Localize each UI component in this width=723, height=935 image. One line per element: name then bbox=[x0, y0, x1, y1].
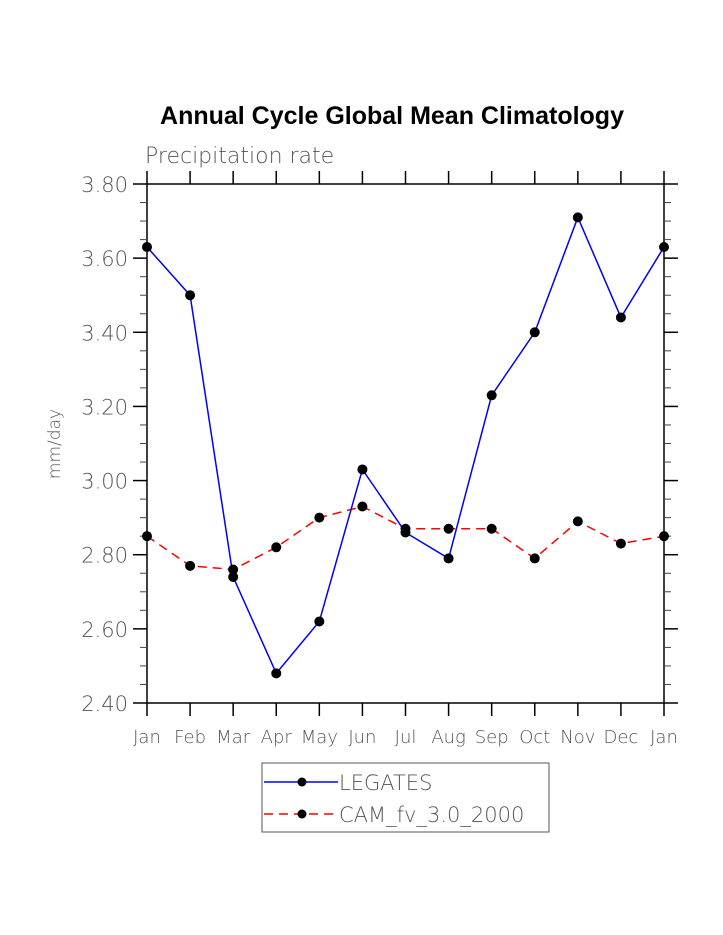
x-tick-label: Jan bbox=[650, 727, 678, 748]
legend-marker-legates bbox=[297, 777, 307, 787]
data-point-legates bbox=[185, 290, 196, 301]
data-point-cam-fv-3-0-2000 bbox=[659, 531, 669, 542]
data-point-cam-fv-3-0-2000 bbox=[572, 516, 583, 527]
legend-label-cam: CAM_fv_3.0_2000 bbox=[339, 803, 524, 827]
data-point-legates bbox=[357, 464, 368, 475]
x-tick-label: Feb bbox=[174, 727, 206, 748]
y-axis-label: mm/day bbox=[45, 409, 65, 479]
data-point-legates bbox=[400, 527, 411, 538]
legend-label-legates: LEGATES bbox=[339, 771, 432, 795]
data-point-legates bbox=[529, 327, 540, 338]
y-tick-label: 3.00 bbox=[81, 470, 128, 494]
legend-marker-cam bbox=[297, 809, 307, 819]
data-point-cam-fv-3-0-2000 bbox=[443, 523, 454, 534]
legend: LEGATES CAM_fv_3.0_2000 bbox=[261, 762, 550, 833]
x-tick-label: Nov bbox=[560, 727, 595, 748]
data-point-cam-fv-3-0-2000 bbox=[271, 542, 282, 553]
data-point-cam-fv-3-0-2000 bbox=[228, 564, 239, 575]
series-group bbox=[142, 212, 669, 679]
chart-title: Annual Cycle Global Mean Climatology bbox=[160, 102, 624, 130]
x-tick-label: Sep bbox=[475, 727, 509, 748]
plot-frame bbox=[146, 183, 665, 704]
data-point-cam-fv-3-0-2000 bbox=[314, 512, 325, 523]
x-tick-label: May bbox=[301, 727, 338, 748]
data-point-legates bbox=[615, 312, 626, 323]
data-point-cam-fv-3-0-2000 bbox=[357, 501, 368, 512]
x-tick-labels: Jan Feb Mar Apr May Jun Jul Aug Sep Oct Nov Dec Jan bbox=[133, 727, 678, 748]
legend-box bbox=[261, 762, 550, 833]
y-tick-label: 2.80 bbox=[81, 544, 128, 568]
data-point-legates bbox=[271, 668, 282, 679]
y-tick-label: 3.40 bbox=[81, 321, 128, 345]
y-tick-label: 3.80 bbox=[81, 173, 128, 197]
y-tick-label: 3.60 bbox=[81, 247, 128, 271]
axis-ticks bbox=[133, 171, 678, 716]
data-point-legates bbox=[486, 390, 497, 401]
data-point-legates bbox=[314, 616, 325, 627]
data-point-cam-fv-3-0-2000 bbox=[142, 531, 152, 542]
chart-subtitle: Precipitation rate bbox=[145, 144, 334, 169]
data-point-cam-fv-3-0-2000 bbox=[185, 560, 196, 571]
data-point-legates bbox=[228, 571, 239, 582]
x-tick-label: Dec bbox=[603, 727, 638, 748]
x-tick-label: Jan bbox=[133, 727, 161, 748]
y-tick-label: 2.40 bbox=[81, 692, 128, 716]
data-point-legates bbox=[443, 553, 454, 564]
x-tick-label: Oct bbox=[519, 727, 550, 748]
x-tick-label: Apr bbox=[261, 727, 293, 748]
data-point-legates bbox=[659, 242, 669, 253]
data-point-legates bbox=[572, 212, 583, 223]
y-tick-label: 3.20 bbox=[81, 395, 128, 419]
data-point-cam-fv-3-0-2000 bbox=[486, 523, 497, 534]
y-tick-labels: 2.40 2.60 2.80 3.00 3.20 3.40 3.60 3.80 bbox=[81, 173, 128, 716]
series-line-legates bbox=[146, 215, 665, 675]
x-tick-label: Mar bbox=[216, 727, 251, 748]
x-tick-label: Jul bbox=[395, 727, 417, 748]
y-tick-label: 2.60 bbox=[81, 618, 128, 642]
data-point-legates bbox=[142, 242, 152, 253]
data-point-cam-fv-3-0-2000 bbox=[615, 538, 626, 549]
x-tick-label: Aug bbox=[431, 727, 466, 748]
x-tick-label: Jun bbox=[348, 727, 376, 748]
data-point-cam-fv-3-0-2000 bbox=[529, 553, 540, 564]
